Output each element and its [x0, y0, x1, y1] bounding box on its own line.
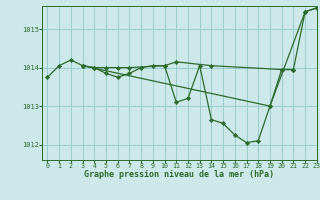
X-axis label: Graphe pression niveau de la mer (hPa): Graphe pression niveau de la mer (hPa): [84, 170, 274, 179]
